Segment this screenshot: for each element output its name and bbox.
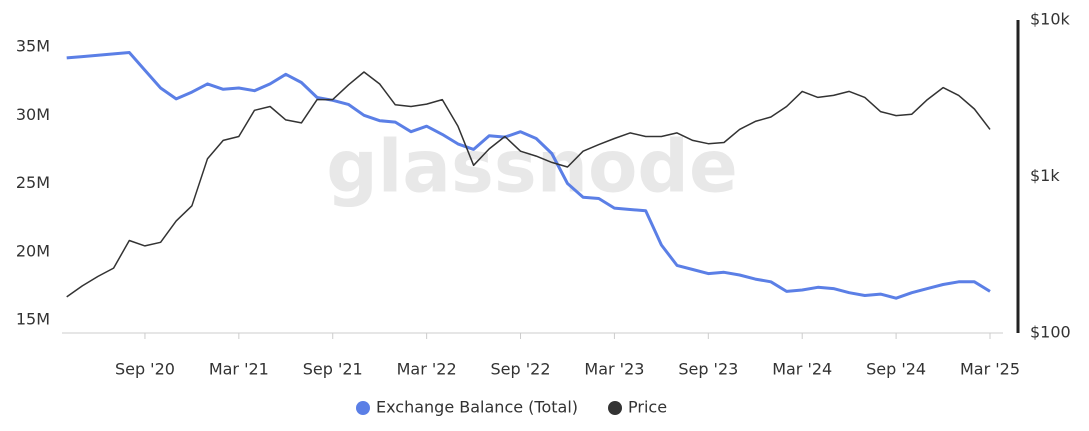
y-tick-label: 25M — [16, 173, 50, 192]
x-tick-label: Sep '24 — [866, 360, 926, 379]
x-tick-label: Sep '20 — [115, 360, 175, 379]
legend-label: Price — [628, 398, 667, 417]
y-tick-label: 30M — [16, 105, 50, 124]
x-tick-label: Mar '23 — [584, 360, 644, 379]
x-tick-label: Sep '22 — [491, 360, 551, 379]
x-tick-label: Mar '21 — [209, 360, 269, 379]
y2-tick-label: $100 — [1030, 323, 1071, 342]
y-tick-label: 35M — [16, 37, 50, 56]
x-tick-label: Mar '24 — [772, 360, 832, 379]
x-tick-label: Mar '25 — [960, 360, 1020, 379]
y-tick-label: 20M — [16, 241, 50, 260]
y-tick-label: 15M — [16, 310, 50, 329]
x-tick-label: Sep '21 — [303, 360, 363, 379]
x-tick-label: Mar '22 — [397, 360, 457, 379]
watermark: glassnode — [326, 125, 738, 209]
x-tick-label: Sep '23 — [678, 360, 738, 379]
series-line — [66, 71, 991, 298]
y2-tick-label: $1k — [1030, 166, 1060, 185]
y2-tick-label: $10k — [1030, 10, 1071, 29]
legend-marker — [608, 401, 623, 415]
series-line — [66, 51, 991, 300]
legend-label: Exchange Balance (Total) — [376, 398, 578, 417]
legend-marker — [356, 401, 370, 415]
